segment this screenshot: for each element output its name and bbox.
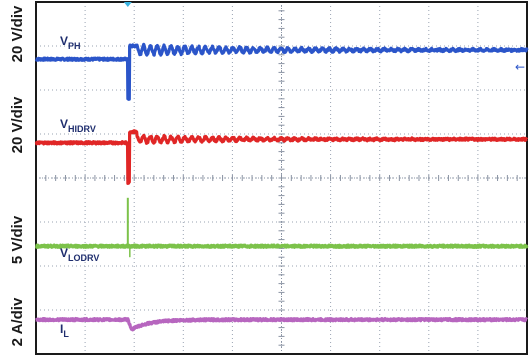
trace-vph [34,42,529,101]
trace-label-il-subscript: L [63,329,69,339]
right-marker-arrow-icon: ← [515,60,525,74]
scale-label-il: 2 A/div [9,297,26,346]
trace-label-vph: VPH [60,34,81,51]
scale-label-vph: 20 V/div [9,5,26,62]
scale-label-vhidrv: 20 V/div [9,96,26,153]
trace-label-vph-subscript: PH [68,41,81,51]
trace-label-vhidrv: VHIDRV [60,117,96,134]
trigger-marker-icon [123,2,132,7]
trace-label-vlodrv-subscript: LODRV [68,253,99,263]
trace-label-vhidrv-subscript: HIDRV [68,124,96,134]
trace-label-vhidrv-main: V [60,117,68,131]
scale-label-vlodrv: 5 V/div [9,215,26,264]
trace-label-vlodrv: VLODRV [60,246,99,263]
trace-vlodrv [34,243,529,249]
trace-il [34,316,529,332]
trace-label-il-main: I [60,322,63,336]
trace-vhidrv [34,129,529,185]
trace-label-vph-main: V [60,34,68,48]
plot-border [35,1,528,355]
trace-label-vlodrv-main: V [60,246,68,260]
trace-label-il: IL [60,322,69,339]
